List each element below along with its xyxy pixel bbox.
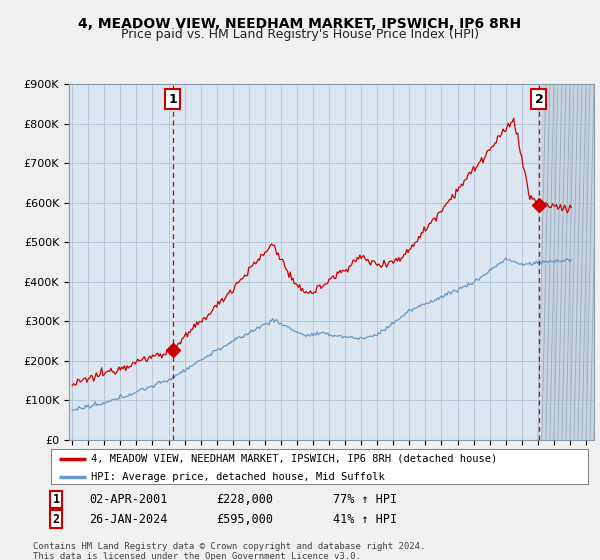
Text: £595,000: £595,000 — [216, 512, 273, 526]
Text: 41% ↑ HPI: 41% ↑ HPI — [333, 512, 397, 526]
Text: Price paid vs. HM Land Registry's House Price Index (HPI): Price paid vs. HM Land Registry's House … — [121, 28, 479, 41]
Text: 77% ↑ HPI: 77% ↑ HPI — [333, 493, 397, 506]
Text: HPI: Average price, detached house, Mid Suffolk: HPI: Average price, detached house, Mid … — [91, 472, 385, 482]
Text: £228,000: £228,000 — [216, 493, 273, 506]
Text: 02-APR-2001: 02-APR-2001 — [89, 493, 167, 506]
Text: Contains HM Land Registry data © Crown copyright and database right 2024.
This d: Contains HM Land Registry data © Crown c… — [33, 542, 425, 560]
Text: 4, MEADOW VIEW, NEEDHAM MARKET, IPSWICH, IP6 8RH (detached house): 4, MEADOW VIEW, NEEDHAM MARKET, IPSWICH,… — [91, 454, 497, 464]
Text: 2: 2 — [53, 512, 60, 526]
FancyBboxPatch shape — [541, 84, 599, 440]
Text: 26-JAN-2024: 26-JAN-2024 — [89, 512, 167, 526]
Text: 1: 1 — [168, 92, 177, 105]
Text: 1: 1 — [53, 493, 60, 506]
Text: 4, MEADOW VIEW, NEEDHAM MARKET, IPSWICH, IP6 8RH: 4, MEADOW VIEW, NEEDHAM MARKET, IPSWICH,… — [79, 17, 521, 31]
Bar — [546, 84, 594, 440]
Text: 2: 2 — [535, 92, 544, 105]
